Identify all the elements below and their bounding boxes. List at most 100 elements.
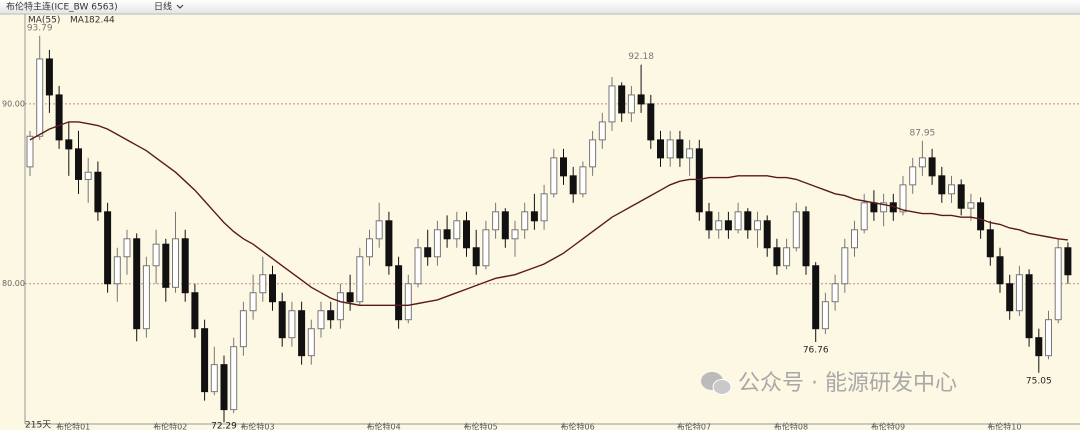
candle-body [977,202,985,231]
candle-body [269,274,276,303]
candle-body [1015,274,1023,312]
candle-body [210,364,218,393]
candle-body [36,58,44,137]
candle-body [569,175,577,195]
candle-body [618,85,626,114]
candle-body [637,94,645,105]
candle-body [666,139,674,159]
day-count: 215天 [25,421,51,430]
high-label: 87.95 [910,128,936,138]
watermark: 公众号 · 能源研发中心 [701,371,957,396]
candle-body [521,211,529,231]
candle-body [686,148,694,159]
candle-body [395,265,403,321]
candle-body [657,139,664,159]
low-label: 72.29 [211,422,237,430]
candle-body [1025,274,1033,339]
candle-body [104,211,112,285]
candle-body [366,238,373,258]
high-label: 93.79 [27,23,53,33]
candle-body [899,184,907,213]
ma-name: MA1 [70,16,90,26]
candle-body [511,229,519,240]
instrument-title[interactable]: 布伦特主连(ICE_BW 6563) [6,1,118,13]
candle-body [996,256,1004,285]
candle-body [754,220,761,231]
candle-body [375,220,383,240]
candle-body [695,148,703,213]
candle-body [424,247,432,258]
candle-body [133,238,141,330]
candle-body [433,229,441,258]
ma-value: 82.44 [89,16,115,26]
candle-body [317,310,325,330]
candle-body [909,166,917,186]
x-tick-label: 布伦特09 [871,422,905,430]
candle-body [288,310,296,339]
candle-body [792,211,800,249]
candle-body [1054,247,1062,321]
candle-body [608,85,616,123]
y-tick-label: 90.00 [2,99,25,108]
candle-body [957,184,965,209]
candle-body [414,247,422,285]
dropdown-arrow[interactable] [176,4,184,9]
candle-body [385,220,393,267]
x-tick-label: 布伦特03 [240,422,274,430]
x-tick-label: 布伦特02 [153,422,187,430]
candle-body [918,157,926,168]
candle-body [45,58,53,96]
candle-body [550,157,558,195]
candle-body [773,247,781,267]
candle-body [715,220,723,231]
candle-body [501,211,509,240]
candle-body [1064,247,1072,276]
candle-body [259,274,267,294]
candle-body [676,139,684,159]
candle-body [724,220,732,231]
candle-body [492,211,500,231]
candle-body [821,301,829,330]
candle-body [734,211,742,231]
candle-body [463,220,470,249]
candle-body [1006,283,1014,312]
candle-body [123,238,131,258]
candle-body [443,229,451,240]
ma-line [29,121,1068,306]
candle-body [948,184,955,195]
candle-body [94,171,102,213]
candle-body [647,103,655,141]
candle-body [812,265,820,330]
candle-body [938,175,946,195]
candle-body [1035,337,1043,357]
candle-body [841,247,849,285]
x-tick-label: 布伦特04 [367,422,401,430]
candle-body [239,310,247,348]
period[interactable]: 日线 [154,1,172,13]
candle-body [298,310,306,357]
candle-body [627,94,635,114]
high-label: 92.18 [628,52,654,62]
candle-body [84,171,92,180]
candle-body [530,211,538,222]
x-tick-label: 布伦特10 [987,422,1021,430]
candle-body [860,202,868,231]
candle-body [472,247,480,267]
candle-body [453,220,461,240]
x-tick-label: 布伦特08 [774,422,808,430]
candle-body [482,229,490,267]
candle-body [230,346,238,411]
candle-body [336,292,344,321]
candle-body [744,211,752,231]
candle-body [162,243,170,288]
candle-body [560,157,567,177]
candle-body [181,238,189,294]
candle-body [191,292,199,330]
candle-body [986,229,994,258]
candle-body [880,202,888,213]
x-tick-label: 布伦特01 [56,422,90,430]
candle-body [870,202,878,213]
low-label: 76.76 [803,346,829,356]
